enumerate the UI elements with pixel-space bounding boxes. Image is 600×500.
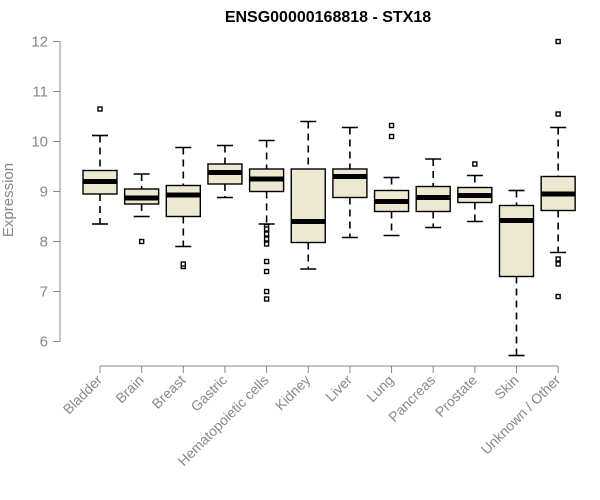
x-tick-label: Kidney xyxy=(272,372,314,414)
y-tick-label: 12 xyxy=(31,34,48,51)
y-tick-label: 7 xyxy=(40,284,48,301)
outlier-point xyxy=(263,288,270,295)
box-group-breast xyxy=(165,146,202,270)
x-tick-label: Skin xyxy=(491,372,522,403)
y-tick-label: 6 xyxy=(40,334,48,351)
outlier-point xyxy=(263,296,270,302)
iqr-box xyxy=(498,204,535,278)
box-group-bladder xyxy=(82,106,118,225)
x-tick-label: Liver xyxy=(322,372,355,405)
y-axis: 6 7 8 9 10 11 12 xyxy=(31,34,61,351)
iqr-box xyxy=(332,168,368,199)
box-group-pancreas xyxy=(415,158,451,229)
box-group-gastric xyxy=(207,144,243,199)
x-tick-label: Unknown / Other xyxy=(478,372,564,458)
iqr-box xyxy=(165,184,202,218)
outlier-point xyxy=(180,261,187,267)
box-group-kidney xyxy=(290,120,326,270)
outlier-point xyxy=(263,268,270,275)
outlier-point xyxy=(97,106,103,112)
box-group-liver xyxy=(332,126,368,239)
outlier-point xyxy=(138,238,145,245)
chart-title: ENSG00000168818 - STX18 xyxy=(225,9,431,26)
y-tick-label: 8 xyxy=(40,234,48,251)
y-tick-label: 11 xyxy=(32,84,48,101)
box-group-prostate xyxy=(457,161,493,223)
outlier-point xyxy=(263,231,270,237)
plot-area xyxy=(82,38,576,357)
outlier-point xyxy=(263,226,270,232)
outlier-point xyxy=(555,111,561,117)
box-group-brain xyxy=(123,173,160,245)
outlier-point xyxy=(388,122,395,129)
x-tick-label: Prostate xyxy=(432,372,480,420)
outlier-point xyxy=(555,256,561,262)
x-tick-label: Brain xyxy=(112,372,146,406)
iqr-box xyxy=(290,168,326,244)
box-group-unknown-other xyxy=(540,38,576,300)
outlier-point xyxy=(263,258,270,265)
box-group-hematopoietic-cells xyxy=(248,139,285,302)
x-tick-label: Lung xyxy=(363,372,396,405)
outlier-point xyxy=(555,293,561,300)
outlier-point xyxy=(555,261,561,267)
y-tick-label: 9 xyxy=(40,184,48,201)
box-group-skin xyxy=(498,189,535,357)
box-group-lung xyxy=(373,122,410,237)
outlier-point xyxy=(388,133,395,140)
outlier-point xyxy=(555,38,561,45)
y-tick-label: 10 xyxy=(31,134,48,151)
outlier-point xyxy=(263,236,270,242)
y-axis-label: Expression xyxy=(0,163,17,237)
outlier-point xyxy=(472,161,478,167)
x-tick-label: Breast xyxy=(148,372,188,412)
outlier-point xyxy=(263,241,270,247)
x-tick-label: Bladder xyxy=(60,372,106,418)
